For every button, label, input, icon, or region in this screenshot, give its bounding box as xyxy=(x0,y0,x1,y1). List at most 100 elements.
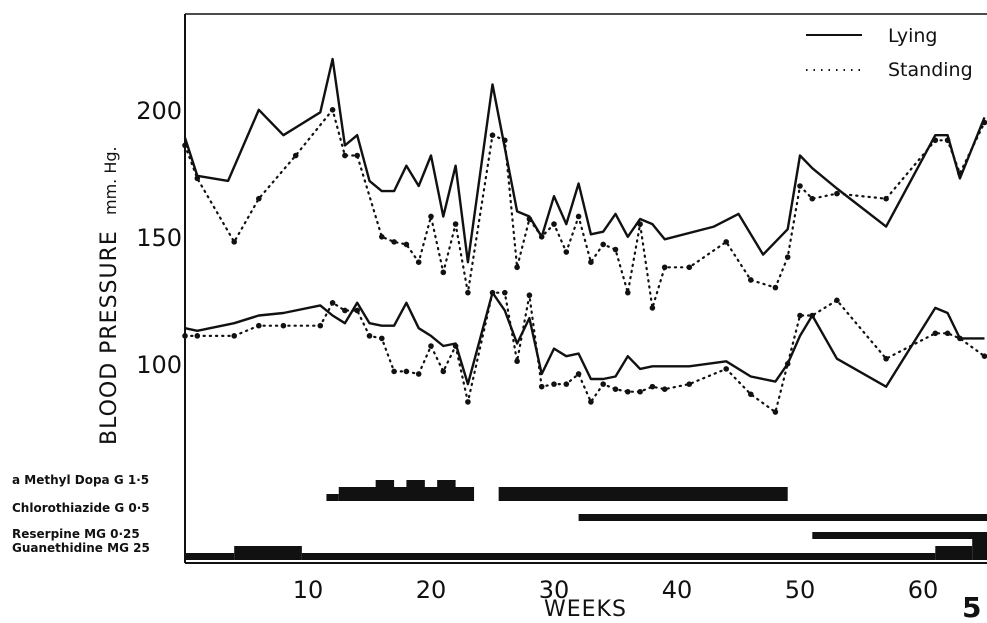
x-tick-label: 10 xyxy=(293,576,324,604)
standing-systolic-point xyxy=(514,264,520,271)
standing-diastolic-point xyxy=(342,307,348,314)
standing-diastolic-point xyxy=(280,322,287,329)
standing-systolic-point xyxy=(502,137,508,144)
standing-diastolic-point xyxy=(452,343,459,349)
treatment-bar xyxy=(498,487,788,501)
treatment-bar xyxy=(935,546,973,560)
standing-systolic-point xyxy=(342,152,348,159)
standing-diastolic-point xyxy=(625,388,631,395)
x-axis-label: WEEKS xyxy=(544,597,627,622)
standing-systolic-point xyxy=(600,241,606,248)
standing-systolic-point xyxy=(465,289,471,296)
standing-systolic-point xyxy=(944,137,951,144)
standing-diastolic-point xyxy=(502,289,508,296)
treatment-label: Chlorothiazide G 0·5 xyxy=(12,501,150,515)
standing-diastolic-point xyxy=(723,366,729,372)
standing-systolic-point xyxy=(391,239,397,245)
x-tick-label: 50 xyxy=(785,576,816,604)
standing-diastolic-point xyxy=(231,333,237,339)
standing-systolic-point xyxy=(452,221,459,227)
y-axis-unit-label: mm. Hg. xyxy=(101,146,120,215)
standing-diastolic-point xyxy=(194,333,201,339)
treatment-bar xyxy=(437,480,456,501)
standing-systolic-point xyxy=(575,213,582,220)
legend-label-lying: Lying xyxy=(888,25,937,47)
standing-systolic-point xyxy=(415,259,422,266)
standing-diastolic-point xyxy=(182,333,188,339)
standing-systolic-point xyxy=(403,241,410,248)
standing-diastolic-point xyxy=(526,292,533,299)
treatment-bar xyxy=(812,532,987,539)
treatment-bar xyxy=(301,553,936,560)
standing-systolic-point xyxy=(182,142,188,149)
standing-diastolic-point xyxy=(415,371,422,377)
standing-systolic-point xyxy=(379,234,385,240)
standing-systolic-point xyxy=(538,234,545,240)
standing-diastolic-point xyxy=(391,368,397,375)
standing-systolic-point xyxy=(932,137,939,144)
standing-diastolic-point xyxy=(772,409,779,415)
standing-diastolic-point xyxy=(588,399,594,405)
treatment-bar xyxy=(375,480,395,501)
standing-systolic-point xyxy=(981,119,987,126)
treatment-label: Reserpine MG 0·25 xyxy=(12,527,140,541)
standing-diastolic-point xyxy=(428,343,434,349)
standing-diastolic-point xyxy=(403,368,410,375)
standing-diastolic-point xyxy=(379,335,385,342)
standing-systolic-point xyxy=(723,239,729,245)
standing-diastolic-point xyxy=(686,381,693,387)
standing-diastolic-point xyxy=(797,312,803,319)
standing-diastolic-point xyxy=(514,358,520,365)
standing-systolic-point xyxy=(428,213,434,220)
standing-diastolic-point xyxy=(981,353,987,359)
standing-systolic-point xyxy=(612,246,619,253)
y-axis-label: BLOOD PRESSURE xyxy=(97,230,122,445)
standing-systolic-line xyxy=(183,108,986,309)
treatment-bar xyxy=(234,546,302,560)
standing-systolic-point xyxy=(834,190,840,197)
standing-systolic-point xyxy=(957,170,963,177)
standing-diastolic-point xyxy=(600,381,606,387)
standing-systolic-point xyxy=(637,221,643,227)
standing-diastolic-point xyxy=(255,322,262,329)
treatment-bar xyxy=(326,494,339,501)
x-tick-label: 40 xyxy=(662,576,693,604)
standing-diastolic-point xyxy=(538,383,545,390)
standing-systolic-point xyxy=(686,264,693,271)
series-layer xyxy=(182,57,987,415)
y-tick-label: 150 xyxy=(136,224,182,252)
treatment-bar xyxy=(578,514,987,521)
standing-diastolic-point xyxy=(661,386,668,393)
legend-label-standing: Standing xyxy=(888,59,973,81)
standing-systolic-point xyxy=(784,254,791,260)
standing-diastolic-point xyxy=(637,388,643,395)
x-tick-label: 20 xyxy=(416,576,447,604)
standing-systolic-point xyxy=(797,183,803,189)
standing-diastolic-point xyxy=(883,355,889,362)
treatment-label: Guanethidine MG 25 xyxy=(12,541,150,555)
standing-diastolic-point xyxy=(317,322,324,329)
treatment-label: a Methyl Dopa G 1·5 xyxy=(12,473,149,487)
lying-systolic-line xyxy=(183,57,986,264)
standing-systolic-point xyxy=(526,216,533,222)
standing-systolic-point xyxy=(649,305,656,311)
lying-diastolic-line xyxy=(184,291,985,388)
standing-systolic-point xyxy=(748,277,754,283)
standing-diastolic-point xyxy=(944,330,951,337)
standing-systolic-point xyxy=(625,289,631,296)
treatment-bar xyxy=(406,480,425,501)
standing-diastolic-point xyxy=(329,300,336,306)
standing-systolic-point xyxy=(588,259,594,266)
standing-diastolic-point xyxy=(354,307,361,314)
standing-systolic-point xyxy=(255,195,262,202)
standing-systolic-point xyxy=(194,175,201,182)
standing-diastolic-point xyxy=(551,381,557,387)
axes-frame: 10 20 30 40 50 60 100 150 200 xyxy=(136,13,987,604)
x-tick-label: 30 xyxy=(539,576,570,604)
standing-diastolic-point xyxy=(784,361,791,367)
standing-systolic-point xyxy=(563,249,570,255)
standing-diastolic-point xyxy=(748,391,754,398)
y-tick-label: 100 xyxy=(136,351,182,379)
standing-systolic-point xyxy=(489,132,496,138)
